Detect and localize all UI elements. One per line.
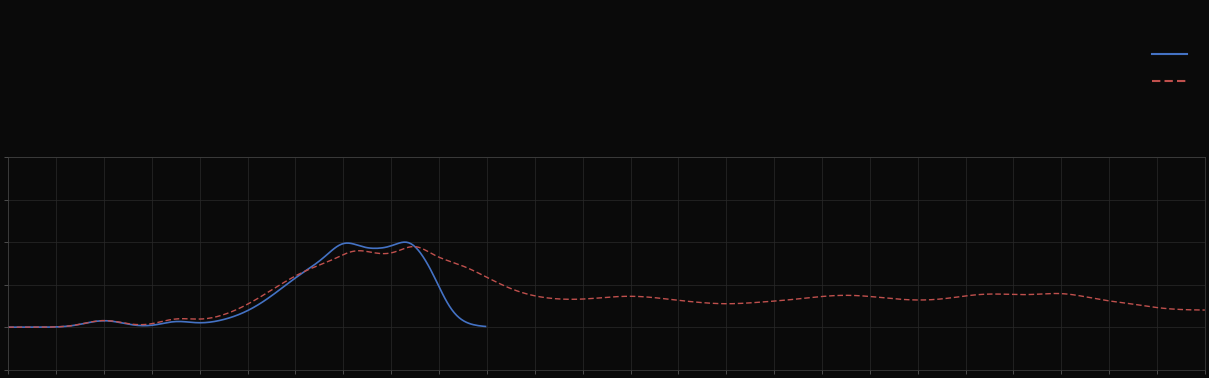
Legend: , : ,	[1152, 48, 1198, 89]
